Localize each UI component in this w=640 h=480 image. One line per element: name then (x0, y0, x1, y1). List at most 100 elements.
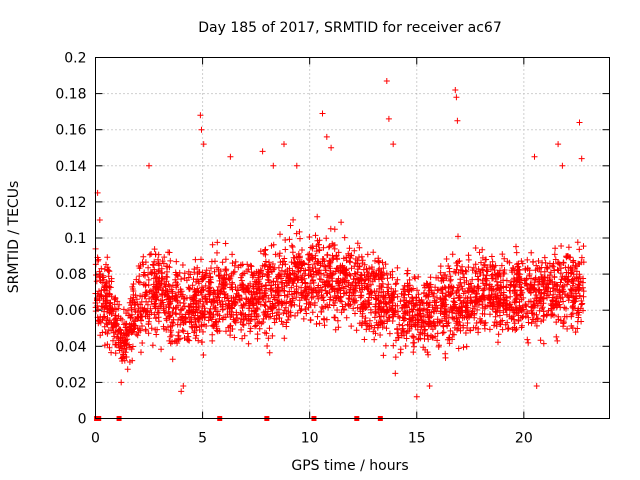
data-point (106, 344, 113, 351)
data-point (346, 292, 353, 299)
data-point (138, 349, 144, 356)
data-point (471, 299, 478, 306)
data-point (137, 327, 144, 334)
data-point (248, 289, 255, 296)
data-point (151, 246, 158, 253)
data-point (266, 325, 273, 332)
data-point (208, 265, 214, 272)
data-point (439, 285, 446, 292)
data-point (328, 283, 335, 290)
data-point (129, 343, 136, 350)
data-point (576, 292, 583, 299)
data-point (353, 327, 360, 334)
data-point (120, 321, 127, 328)
data-point (483, 267, 490, 274)
data-point (398, 332, 405, 339)
data-point (556, 291, 563, 298)
data-point (200, 328, 206, 335)
data-point (406, 308, 413, 315)
data-point (579, 279, 586, 286)
data-point (483, 281, 490, 287)
data-point (418, 324, 425, 331)
data-point (309, 252, 315, 259)
data-point (174, 272, 181, 279)
data-point (388, 292, 395, 299)
data-point (467, 327, 474, 334)
data-point (208, 299, 215, 306)
data-point (127, 315, 134, 321)
data-point (513, 243, 519, 250)
data-point (222, 256, 229, 263)
data-point (449, 251, 456, 258)
data-point (457, 322, 464, 329)
data-point (524, 256, 531, 263)
data-point (554, 282, 561, 289)
data-point (186, 308, 193, 314)
data-point (299, 279, 306, 286)
x-tick-label: 5 (198, 431, 207, 447)
data-point (536, 286, 543, 293)
data-point (548, 307, 554, 313)
data-point (302, 306, 309, 313)
data-point (143, 309, 150, 316)
data-point (414, 287, 420, 294)
data-point (283, 319, 290, 326)
data-point (247, 262, 254, 269)
data-point (432, 284, 439, 291)
data-point (306, 256, 313, 263)
data-point (502, 294, 509, 301)
data-point (219, 303, 226, 310)
data-point (487, 262, 494, 268)
data-point (354, 240, 361, 247)
data-point (378, 309, 385, 316)
data-point (104, 254, 111, 261)
data-point (315, 295, 322, 302)
data-point (442, 271, 449, 278)
data-point (104, 308, 110, 315)
data-point (440, 329, 447, 336)
data-point (540, 290, 547, 297)
data-point (289, 267, 296, 274)
data-point (331, 293, 338, 299)
data-point (291, 301, 298, 308)
data-point (366, 265, 373, 272)
data-point (136, 273, 143, 280)
data-point (377, 317, 384, 324)
data-point (122, 340, 129, 347)
data-point (449, 314, 456, 321)
data-point (331, 226, 338, 233)
data-point (376, 265, 383, 272)
data-point (570, 286, 577, 293)
data-point (474, 298, 481, 305)
data-point (367, 273, 374, 280)
data-point (351, 276, 357, 283)
data-point (440, 295, 447, 302)
data-point (559, 162, 566, 169)
data-point (112, 350, 119, 357)
data-point (159, 297, 166, 304)
data-point (404, 270, 411, 277)
data-point (393, 337, 399, 344)
data-point (210, 322, 217, 329)
data-point (412, 275, 419, 282)
data-point (288, 284, 295, 291)
data-point (328, 144, 335, 151)
data-point (230, 311, 237, 318)
data-point (314, 213, 321, 220)
data-point (520, 313, 527, 320)
data-point (146, 162, 152, 169)
data-point (474, 273, 481, 280)
data-point (155, 251, 162, 258)
data-point (179, 327, 186, 334)
data-point (481, 286, 487, 293)
data-point (555, 267, 562, 274)
data-point (296, 303, 303, 309)
data-point (157, 285, 164, 291)
data-point (578, 318, 585, 325)
data-point (350, 305, 357, 312)
data-point (525, 314, 532, 321)
data-point (104, 287, 110, 294)
data-point (339, 279, 346, 286)
data-point (482, 319, 489, 326)
data-point (577, 305, 584, 312)
